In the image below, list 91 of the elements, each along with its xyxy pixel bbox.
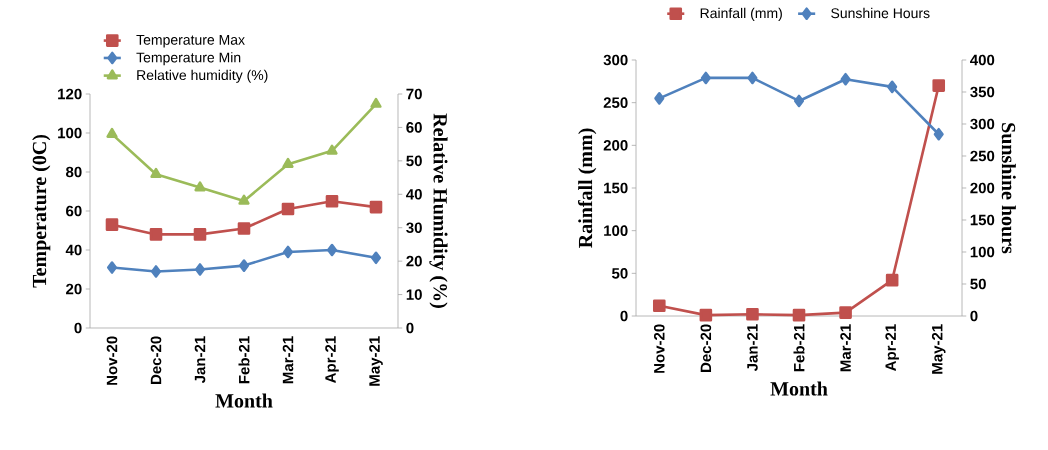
y-tick-label: 60 bbox=[66, 205, 82, 217]
point bbox=[282, 157, 294, 168]
point bbox=[840, 72, 851, 86]
y2-axis-title: Sunshine hours bbox=[1001, 123, 1016, 254]
x-tick-label: Feb-21 bbox=[793, 324, 805, 372]
y-tick-label: 200 bbox=[603, 140, 628, 151]
point bbox=[150, 167, 162, 179]
x-tick-label: May-21 bbox=[931, 324, 946, 374]
y2-tick-label: 350 bbox=[970, 86, 995, 98]
point bbox=[839, 306, 852, 319]
point bbox=[150, 265, 162, 278]
point bbox=[106, 261, 118, 274]
point bbox=[885, 273, 899, 287]
point bbox=[326, 144, 338, 155]
x-tick-label: May-21 bbox=[369, 336, 383, 386]
point bbox=[193, 228, 207, 241]
y2-tick-label: 50 bbox=[406, 155, 422, 167]
y2-tick-label: 250 bbox=[970, 150, 995, 162]
point bbox=[887, 80, 898, 94]
point bbox=[792, 308, 806, 322]
x-tick-label: Jan-21 bbox=[747, 324, 758, 372]
x-tick-label: Nov-20 bbox=[106, 336, 118, 385]
x-tick-label: Feb-21 bbox=[238, 336, 250, 384]
point bbox=[194, 181, 206, 192]
y2-axis-title: Relative Humidity (%) bbox=[429, 113, 448, 308]
y-tick-label: 250 bbox=[603, 97, 628, 108]
y2-tick-label: 0 bbox=[970, 310, 978, 322]
y2-tick-label: 30 bbox=[406, 222, 422, 234]
y2-tick-label: 50 bbox=[970, 278, 986, 290]
legend-label: Temperature Min bbox=[136, 52, 241, 66]
y2-tick-label: 100 bbox=[970, 246, 995, 258]
y-tick-label: 0 bbox=[74, 322, 82, 334]
point bbox=[699, 308, 713, 322]
point bbox=[194, 263, 206, 276]
y2-tick-label: 40 bbox=[406, 188, 422, 200]
legend-label: Relative humidity (%) bbox=[137, 69, 268, 83]
point bbox=[700, 71, 711, 85]
y-tick-label: 20 bbox=[66, 283, 82, 295]
point bbox=[793, 94, 805, 108]
y-tick-label: 150 bbox=[604, 182, 628, 194]
y2-tick-label: 200 bbox=[970, 182, 995, 194]
x-tick-label: Jan-21 bbox=[194, 336, 206, 384]
point bbox=[933, 127, 944, 141]
legend-label: Rainfall (mm) bbox=[700, 7, 782, 21]
point bbox=[281, 202, 295, 216]
y-tick-label: 40 bbox=[65, 244, 82, 256]
y-tick-label: 80 bbox=[65, 166, 82, 178]
y2-tick-label: 0 bbox=[406, 322, 414, 334]
point bbox=[747, 71, 758, 85]
y-axis-title: Temperature (0C) bbox=[32, 134, 51, 288]
point bbox=[325, 194, 339, 208]
legend-label: Temperature Max bbox=[136, 35, 245, 48]
y2-tick-label: 150 bbox=[970, 214, 995, 226]
point bbox=[149, 228, 163, 241]
point bbox=[654, 92, 665, 105]
x-tick-label: Dec-20 bbox=[700, 324, 712, 372]
x-tick-label: Mar-21 bbox=[840, 324, 851, 372]
y2-tick-label: 300 bbox=[970, 118, 995, 130]
point bbox=[746, 307, 759, 321]
y2-tick-label: 70 bbox=[406, 88, 422, 100]
point bbox=[106, 127, 118, 138]
y2-tick-label: 400 bbox=[970, 54, 995, 66]
point bbox=[932, 79, 946, 92]
x-tick-label: Dec-20 bbox=[150, 336, 162, 384]
y-tick-label: 120 bbox=[58, 88, 82, 100]
point bbox=[652, 299, 666, 313]
x-axis-title: Month bbox=[215, 393, 273, 408]
x-tick-label: Mar-21 bbox=[282, 336, 294, 384]
y2-tick-label: 60 bbox=[406, 122, 422, 133]
point bbox=[238, 194, 250, 205]
x-tick-label: Apr-21 bbox=[885, 324, 899, 371]
point bbox=[370, 97, 382, 108]
legend-label: Sunshine Hours bbox=[831, 7, 930, 19]
y-tick-label: 50 bbox=[611, 268, 628, 279]
point bbox=[105, 218, 119, 231]
x-axis-title: Month bbox=[770, 381, 828, 396]
point bbox=[238, 259, 250, 272]
point bbox=[282, 245, 294, 259]
point bbox=[369, 200, 383, 214]
y-tick-label: 300 bbox=[603, 54, 628, 66]
y-tick-label: 100 bbox=[604, 225, 628, 236]
y2-tick-label: 10 bbox=[406, 289, 422, 300]
x-tick-label: Apr-21 bbox=[325, 336, 339, 383]
y-tick-label: 100 bbox=[58, 127, 82, 139]
y2-tick-label: 20 bbox=[406, 255, 422, 267]
y-tick-label: 0 bbox=[620, 310, 628, 322]
point bbox=[370, 251, 382, 265]
x-tick-label: Nov-20 bbox=[653, 324, 665, 373]
point bbox=[326, 243, 338, 257]
y-axis-title: Rainfall (mm) bbox=[577, 128, 597, 248]
point bbox=[237, 222, 251, 235]
